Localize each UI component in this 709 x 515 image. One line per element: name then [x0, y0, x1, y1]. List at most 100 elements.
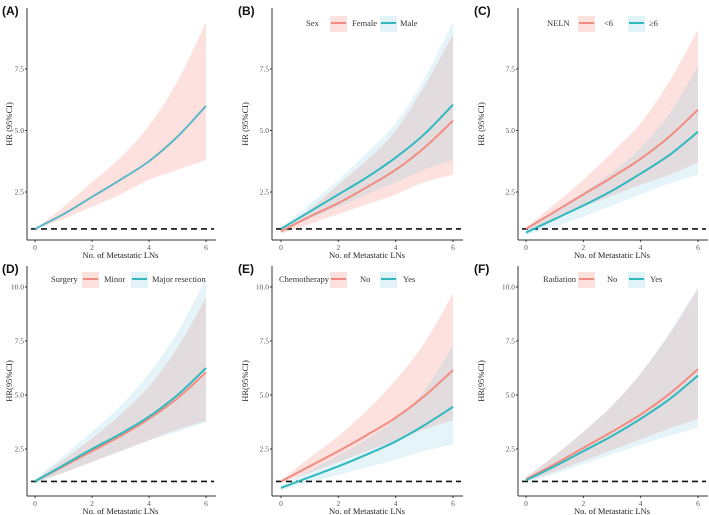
legend-entry: Male	[400, 18, 418, 28]
x-tick-label: 6	[696, 499, 700, 508]
legend-entry: <6	[604, 18, 613, 28]
x-tick-label: 4	[394, 499, 398, 508]
ci-band-2	[526, 66, 698, 236]
y-tick-label: 7.5	[15, 65, 25, 74]
panel-f: 0 2 4 6 2.5 5.0 7.5 10.0 No. of Metastatic LNs HR…	[474, 262, 708, 515]
y-tick-label: 5.0	[506, 391, 516, 400]
legend-entry: Female	[352, 18, 377, 28]
ci-band-2	[35, 278, 206, 484]
legend: NELN <6 ≥6	[547, 16, 658, 32]
y-tick-label: 5.0	[506, 126, 516, 135]
panel-a: 0 2 4 6 2.5 5.0 7.5 No. of Metastatic LNs HR (95…	[2, 4, 216, 260]
hr-line-1	[280, 119, 454, 233]
legend: Chemotherapy No Yes	[279, 272, 415, 288]
legend-entry: Major resection	[152, 274, 206, 284]
panel-c: 0 2 4 6 2.5 5.0 7.5 No. of Metastatic LNs HR (95…	[474, 4, 708, 260]
legend-title: Chemotherapy	[279, 274, 330, 284]
hr-line-1	[525, 108, 699, 230]
legend: Sex Female Male	[306, 16, 418, 32]
legend-title: Sex	[306, 18, 320, 28]
y-tick-label: 7.5	[260, 337, 270, 346]
ci-band-1	[281, 34, 453, 234]
x-tick-label: 6	[451, 499, 455, 508]
ci-band-1	[526, 289, 698, 482]
ci-band-2	[281, 345, 453, 491]
hr-line-2	[280, 406, 454, 489]
legend-title: NELN	[547, 18, 570, 28]
legend-entry: Yes	[403, 274, 415, 284]
y-tick-label: 7.5	[506, 337, 516, 346]
x-tick-label: 6	[204, 499, 208, 508]
panel-label: (E)	[238, 262, 254, 276]
x-tick-label: 2	[581, 243, 585, 252]
x-tick-label: 2	[90, 499, 94, 508]
y-tick-label: 5.0	[260, 126, 270, 135]
y-tick-label: 2.5	[260, 445, 270, 454]
x-axis-label: No. of Metastatic LNs	[82, 506, 158, 515]
legend-title: Surgery	[51, 274, 79, 284]
x-tick-label: 4	[394, 243, 398, 252]
x-tick-label: 4	[639, 243, 643, 252]
hr-line-2	[280, 103, 454, 230]
y-axis-label: HR (95%CI)	[4, 102, 14, 146]
panel-b: 0 2 4 6 2.5 5.0 7.5 No. of Metastatic LNs HR (95…	[238, 4, 463, 260]
y-axis-label: HR (95%CI)	[240, 102, 250, 146]
panel-label: (F)	[474, 262, 489, 276]
legend: Surgery Minor Major resection	[51, 272, 206, 288]
x-tick-label: 6	[204, 243, 208, 252]
x-tick-label: 0	[524, 243, 528, 252]
x-tick-label: 4	[147, 243, 151, 252]
y-tick-label: 10.0	[502, 283, 515, 292]
ci-band-1	[281, 293, 453, 483]
hr-line-1	[280, 369, 454, 483]
hr-line-2	[34, 367, 207, 483]
x-tick-label: 2	[90, 243, 94, 252]
x-tick-label: 4	[147, 499, 151, 508]
y-tick-label: 7.5	[15, 337, 25, 346]
x-axis-label: No. of Metastatic LNs	[82, 250, 158, 260]
y-tick-label: 2.5	[260, 188, 270, 197]
x-tick-label: 0	[33, 499, 37, 508]
y-tick-label: 10.0	[11, 283, 24, 292]
panel-label: (B)	[238, 4, 255, 18]
y-tick-label: 7.5	[506, 65, 516, 74]
y-tick-label: 10.0	[256, 283, 269, 292]
x-tick-label: 2	[581, 499, 585, 508]
y-tick-label: 2.5	[506, 188, 516, 197]
legend-title: Radiation	[543, 274, 577, 284]
legend: Radiation No Yes	[543, 272, 662, 288]
hr-line-1	[34, 105, 207, 230]
panel-d: 0 2 4 6 2.5 5.0 7.5 10.0 No. of Metastatic LNs HR…	[2, 262, 216, 515]
y-axis-label: HR(95%CI)	[4, 360, 14, 402]
x-tick-label: 6	[451, 243, 455, 252]
ci-band-2	[526, 287, 698, 483]
y-tick-label: 5.0	[15, 126, 25, 135]
x-tick-label: 0	[524, 499, 528, 508]
legend-entry: Minor	[104, 274, 125, 284]
y-tick-label: 2.5	[506, 445, 516, 454]
x-axis-label: No. of Metastatic LNs	[329, 506, 405, 515]
y-tick-label: 2.5	[15, 188, 25, 197]
y-axis-label: HR(95%CI)	[476, 360, 486, 402]
ci-band-1	[35, 22, 206, 229]
legend-entry: No	[360, 274, 370, 284]
x-axis-label: No. of Metastatic LNs	[574, 250, 650, 260]
x-axis-label: No. of Metastatic LNs	[574, 506, 650, 515]
legend-entry: Yes	[650, 274, 662, 284]
x-tick-label: 2	[336, 499, 340, 508]
x-tick-label: 0	[279, 243, 283, 252]
x-tick-label: 0	[33, 243, 37, 252]
x-tick-label: 4	[639, 499, 643, 508]
panel-e: 0 2 4 6 2.5 5.0 7.5 10.0 No. of Metastatic LNs HR…	[238, 262, 463, 515]
x-tick-label: 2	[336, 243, 340, 252]
x-tick-label: 0	[279, 499, 283, 508]
legend-entry: No	[607, 274, 617, 284]
panel-label: (D)	[2, 262, 19, 276]
panel-label: (A)	[2, 4, 19, 18]
x-axis-label: No. of Metastatic LNs	[329, 250, 405, 260]
y-tick-label: 5.0	[260, 391, 270, 400]
x-tick-label: 6	[696, 243, 700, 252]
legend-entry: ≥6	[649, 18, 658, 28]
ci-band-1	[35, 297, 206, 483]
